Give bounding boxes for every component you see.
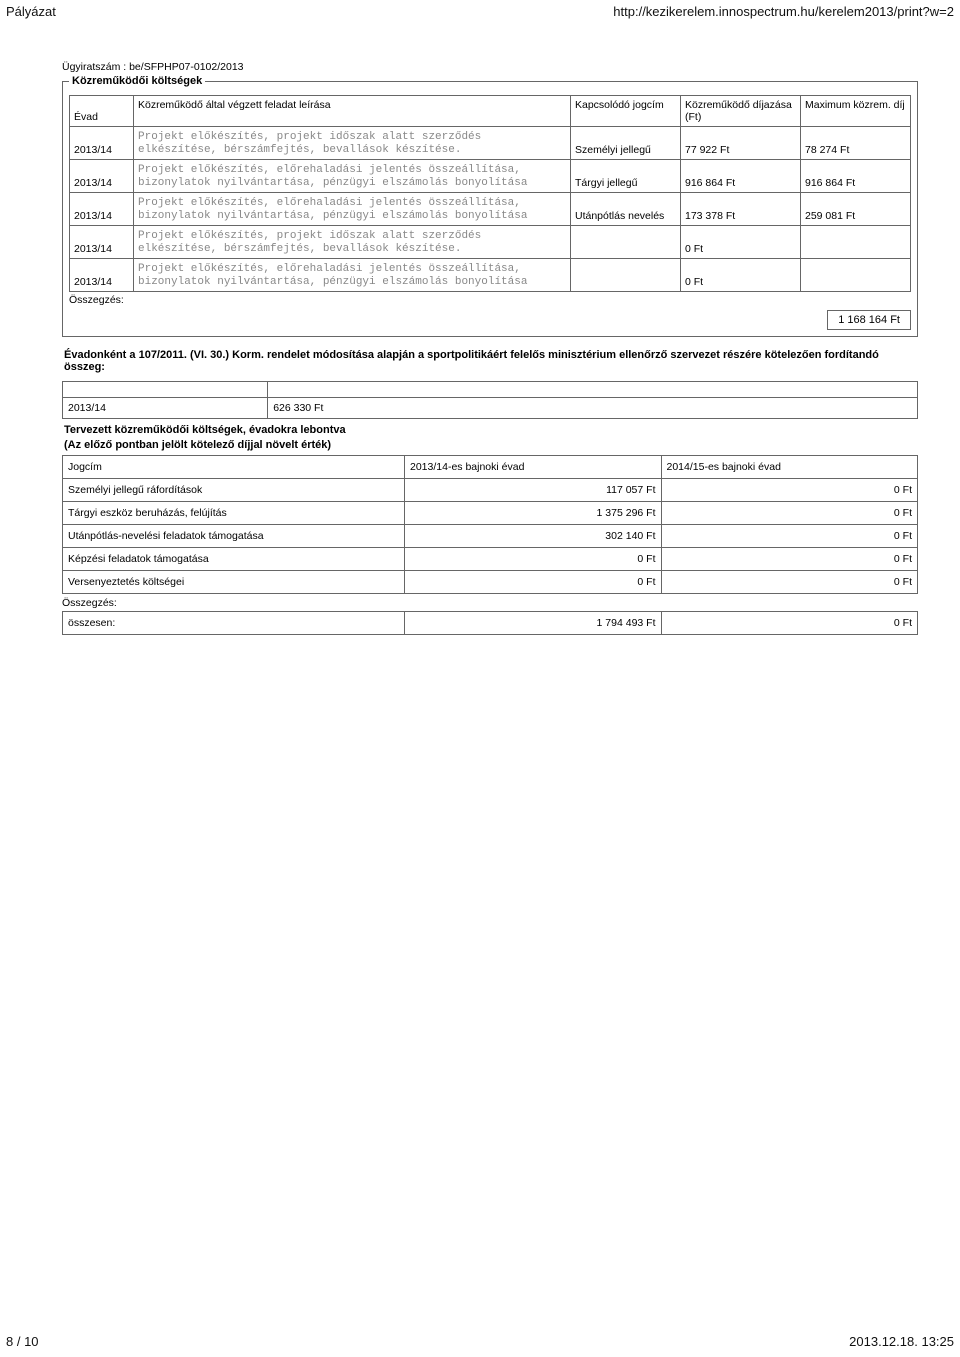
cell-leiras: Projekt előkészítés, előrehaladási jelen…: [134, 259, 571, 292]
cell-y1: 1 375 296 Ft: [405, 501, 662, 524]
cell-max: [801, 259, 911, 292]
cell-y1: 302 140 Ft: [405, 524, 662, 547]
mandatory-note: Évadonként a 107/2011. (VI. 30.) Korm. r…: [62, 343, 918, 381]
cell-leiras: Projekt előkészítés, projekt időszak ala…: [134, 127, 571, 160]
leiras-text: Projekt előkészítés, projekt időszak ala…: [138, 230, 488, 255]
cell-y2: 0 Ft: [661, 478, 918, 501]
cell-evad: 2013/14: [70, 226, 134, 259]
cell-jogcim: Tárgyi eszköz beruházás, felújítás: [63, 501, 405, 524]
th-max: Maximum közrem. díj: [801, 96, 911, 127]
leiras-text: Projekt előkészítés, előrehaladási jelen…: [138, 263, 527, 288]
table1-legend: Közreműködői költségek: [69, 75, 205, 87]
table-row: Utánpótlás-nevelési feladatok támogatása…: [63, 524, 918, 547]
table3: Jogcím 2013/14-es bajnoki évad 2014/15-e…: [62, 455, 918, 594]
th-evad: Évad: [70, 96, 134, 127]
table3-header-row: Jogcím 2013/14-es bajnoki évad 2014/15-e…: [63, 455, 918, 478]
table-row: 2013/14 Projekt előkészítés, projekt idő…: [70, 127, 911, 160]
empty-cell: [63, 382, 268, 398]
cell-evad: 2013/14: [70, 160, 134, 193]
cell-dij: 77 922 Ft: [681, 127, 801, 160]
table1-total-value: 1 168 164 Ft: [827, 310, 911, 330]
table-row: 2013/14 Projekt előkészítés, előrehaladá…: [70, 193, 911, 226]
cell-dij: 0 Ft: [681, 259, 801, 292]
table1-osszegzes-label: Összegzés:: [69, 292, 911, 308]
cell-y2: 0 Ft: [661, 547, 918, 570]
cell-max: 78 274 Ft: [801, 127, 911, 160]
leiras-text: Projekt előkészítés, előrehaladási jelen…: [138, 197, 527, 222]
cell-y1: 117 057 Ft: [405, 478, 662, 501]
table3-sum-row: összesen: 1 794 493 Ft 0 Ft: [63, 611, 918, 634]
leiras-text: Projekt előkészítés, projekt időszak ala…: [138, 131, 488, 156]
table3-caption: Tervezett közreműködői költségek, évadok…: [62, 419, 918, 455]
cell-jogcim: [571, 259, 681, 292]
cell-max: 916 864 Ft: [801, 160, 911, 193]
caption-line1: Tervezett közreműködői költségek, évadok…: [64, 424, 346, 436]
cell-evad: 2013/14: [70, 127, 134, 160]
cell-y2: 0 Ft: [661, 524, 918, 547]
table3-osszegzes-label: Összegzés:: [62, 594, 918, 611]
table-row: 2013/14 Projekt előkészítés, előrehaladá…: [70, 259, 911, 292]
table1: Évad Közreműködő által végzett feladat l…: [69, 95, 911, 292]
ugyiratszam: Ügyiratszám : be/SFPHP07-0102/2013: [62, 61, 918, 73]
th-y1: 2013/14-es bajnoki évad: [405, 455, 662, 478]
table1-fieldset: Közreműködői költségek Évad Közreműködő …: [62, 75, 918, 337]
table-row: Személyi jellegű ráfordítások 117 057 Ft…: [63, 478, 918, 501]
th-dij: Közreműködő díjazása (Ft): [681, 96, 801, 127]
cell-jogcim: [571, 226, 681, 259]
cell-jogcim: Versenyeztetés költségei: [63, 570, 405, 593]
table-row: Versenyeztetés költségei 0 Ft 0 Ft: [63, 570, 918, 593]
table-row: 2013/14 Projekt előkészítés, projekt idő…: [70, 226, 911, 259]
sum-y1: 1 794 493 Ft: [405, 611, 662, 634]
cell-evad: 2013/14: [70, 259, 134, 292]
table2: 2013/14 626 330 Ft: [62, 381, 918, 419]
table-row: Tárgyi eszköz beruházás, felújítás 1 375…: [63, 501, 918, 524]
footer-page: 8 / 10: [6, 1334, 39, 1349]
table1-header-row: Évad Közreműködő által végzett feladat l…: [70, 96, 911, 127]
cell-jogcim: Tárgyi jellegű: [571, 160, 681, 193]
cell-y1: 0 Ft: [405, 570, 662, 593]
header-left: Pályázat: [6, 4, 56, 19]
th-leiras: Közreműködő által végzett feladat leírás…: [134, 96, 571, 127]
cell-jogcim: Utánpótlás-nevelési feladatok támogatása: [63, 524, 405, 547]
cell-jogcim: Utánpótlás nevelés: [571, 193, 681, 226]
cell-y1: 0 Ft: [405, 547, 662, 570]
table2-row: 2013/14 626 330 Ft: [63, 398, 918, 419]
cell-evad: 2013/14: [70, 193, 134, 226]
cell-max: [801, 226, 911, 259]
table-row: Képzési feladatok támogatása 0 Ft 0 Ft: [63, 547, 918, 570]
cell-dij: 916 864 Ft: [681, 160, 801, 193]
leiras-text: Projekt előkészítés, előrehaladási jelen…: [138, 164, 527, 189]
th-y2: 2014/15-es bajnoki évad: [661, 455, 918, 478]
cell-jogcim: Személyi jellegű: [571, 127, 681, 160]
header-url: http://kezikerelem.innospectrum.hu/kerel…: [613, 4, 954, 19]
th-jogcim: Jogcím: [63, 455, 405, 478]
table2-evad: 2013/14: [63, 398, 268, 419]
cell-jogcim: Képzési feladatok támogatása: [63, 547, 405, 570]
sum-label: összesen:: [63, 611, 405, 634]
footer-datetime: 2013.12.18. 13:25: [849, 1334, 954, 1349]
table2-empty-row: [63, 382, 918, 398]
cell-y2: 0 Ft: [661, 501, 918, 524]
table3-sum: összesen: 1 794 493 Ft 0 Ft: [62, 611, 918, 635]
table1-total-box: 1 168 164 Ft: [69, 310, 911, 330]
cell-dij: 0 Ft: [681, 226, 801, 259]
empty-cell: [268, 382, 918, 398]
cell-jogcim: Személyi jellegű ráfordítások: [63, 478, 405, 501]
table2-osszeg: 626 330 Ft: [268, 398, 918, 419]
cell-y2: 0 Ft: [661, 570, 918, 593]
cell-dij: 173 378 Ft: [681, 193, 801, 226]
cell-max: 259 081 Ft: [801, 193, 911, 226]
sum-y2: 0 Ft: [661, 611, 918, 634]
th-jogcim: Kapcsolódó jogcím: [571, 96, 681, 127]
cell-leiras: Projekt előkészítés, előrehaladási jelen…: [134, 193, 571, 226]
cell-leiras: Projekt előkészítés, előrehaladási jelen…: [134, 160, 571, 193]
caption-line2: (Az előző pontban jelölt kötelező díjjal…: [64, 439, 331, 451]
cell-leiras: Projekt előkészítés, projekt időszak ala…: [134, 226, 571, 259]
table-row: 2013/14 Projekt előkészítés, előrehaladá…: [70, 160, 911, 193]
